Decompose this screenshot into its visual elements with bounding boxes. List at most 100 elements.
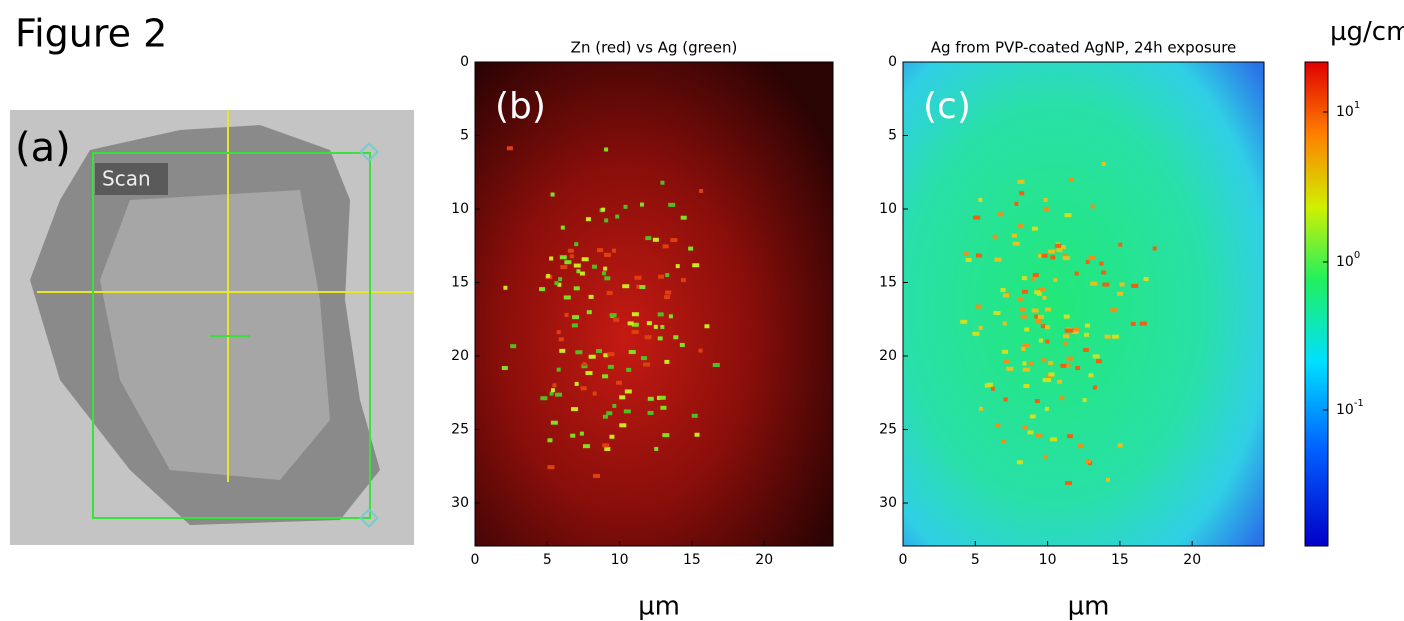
speck bbox=[627, 321, 634, 326]
speck bbox=[1022, 367, 1030, 372]
speck bbox=[975, 304, 982, 309]
speck bbox=[559, 255, 567, 260]
speck bbox=[976, 253, 983, 258]
y-tick-label: 5 bbox=[888, 128, 897, 144]
speck bbox=[1082, 398, 1087, 403]
speck bbox=[657, 312, 664, 317]
speck bbox=[1131, 283, 1139, 288]
speck bbox=[546, 273, 551, 278]
speck bbox=[1084, 332, 1090, 337]
speck bbox=[588, 354, 596, 359]
speck bbox=[639, 202, 644, 207]
speck bbox=[607, 352, 615, 357]
speck bbox=[555, 392, 563, 397]
speck bbox=[660, 180, 665, 185]
speck bbox=[606, 411, 613, 416]
speck bbox=[1019, 191, 1025, 196]
panel-label: (b) bbox=[495, 86, 546, 127]
speck bbox=[1016, 460, 1023, 465]
speck bbox=[1038, 287, 1046, 292]
speck bbox=[1054, 243, 1062, 248]
x-axis-label: µm bbox=[638, 592, 680, 621]
speck bbox=[1042, 295, 1047, 300]
speck bbox=[607, 364, 614, 369]
speck bbox=[622, 284, 630, 289]
speck bbox=[670, 238, 678, 243]
speck bbox=[654, 446, 659, 451]
speck bbox=[1041, 253, 1048, 258]
speck bbox=[1024, 327, 1030, 332]
speck bbox=[1048, 360, 1054, 365]
speck bbox=[662, 433, 670, 438]
speck bbox=[1062, 253, 1067, 258]
speck bbox=[1060, 245, 1066, 250]
speck bbox=[619, 423, 627, 428]
handle bbox=[359, 508, 379, 528]
speck bbox=[1038, 338, 1043, 343]
speck bbox=[963, 252, 969, 257]
x-tick-label: 5 bbox=[971, 552, 980, 568]
heatmap bbox=[475, 62, 833, 546]
speck bbox=[1043, 206, 1050, 211]
speck bbox=[574, 242, 579, 247]
speck bbox=[990, 386, 995, 391]
speck bbox=[602, 414, 608, 419]
scan-label: Scan bbox=[102, 167, 151, 191]
panel-b: Zn (red) vs Ag (green) (b) 0 5 10 15 20 25 30 0 5 1… bbox=[451, 39, 834, 621]
speck bbox=[623, 204, 628, 209]
speck bbox=[680, 215, 687, 220]
speck bbox=[1119, 282, 1125, 287]
y-tick-label: 15 bbox=[879, 275, 897, 291]
speck bbox=[631, 322, 639, 327]
speck bbox=[642, 362, 650, 367]
heatmap bbox=[903, 62, 1264, 546]
speck bbox=[1031, 226, 1038, 231]
speck bbox=[602, 443, 610, 448]
speck bbox=[1045, 325, 1051, 330]
speck bbox=[596, 349, 603, 354]
speck bbox=[698, 348, 703, 353]
scan-box bbox=[92, 152, 371, 519]
speck bbox=[665, 290, 672, 295]
speck bbox=[1053, 278, 1058, 283]
speck bbox=[1085, 459, 1091, 464]
speck bbox=[668, 202, 676, 207]
speck bbox=[604, 446, 611, 451]
speck bbox=[1014, 201, 1019, 206]
speck bbox=[1060, 363, 1067, 368]
speck bbox=[1017, 179, 1025, 184]
speck bbox=[972, 331, 980, 336]
speck bbox=[660, 324, 665, 329]
speck bbox=[688, 246, 694, 251]
speck bbox=[1102, 282, 1110, 287]
speck bbox=[1075, 366, 1081, 371]
speck bbox=[647, 410, 654, 415]
speck bbox=[1021, 347, 1026, 352]
speck bbox=[1111, 334, 1119, 339]
speck bbox=[571, 323, 578, 328]
y-tick-label: 20 bbox=[879, 348, 897, 364]
speck bbox=[1063, 341, 1068, 346]
speck bbox=[540, 396, 548, 401]
speck bbox=[1021, 276, 1027, 281]
speck bbox=[673, 335, 679, 340]
speck bbox=[658, 274, 665, 279]
speck bbox=[1090, 204, 1095, 209]
speck bbox=[1066, 328, 1074, 333]
speck bbox=[1066, 356, 1074, 361]
speck bbox=[624, 389, 632, 394]
colorbar-unit: µg/cm2 bbox=[1330, 12, 1404, 47]
speck bbox=[550, 420, 558, 425]
speck bbox=[550, 388, 555, 393]
speck bbox=[569, 254, 574, 259]
speck bbox=[619, 395, 626, 400]
speck bbox=[579, 431, 584, 436]
speck bbox=[1044, 307, 1051, 312]
speck bbox=[1042, 378, 1049, 383]
x-tick-label: 15 bbox=[1111, 552, 1129, 568]
speck bbox=[615, 214, 620, 219]
speck bbox=[1057, 379, 1063, 384]
speck bbox=[1044, 406, 1049, 411]
speck bbox=[503, 285, 508, 290]
tick-exp: 1 bbox=[1354, 100, 1360, 111]
